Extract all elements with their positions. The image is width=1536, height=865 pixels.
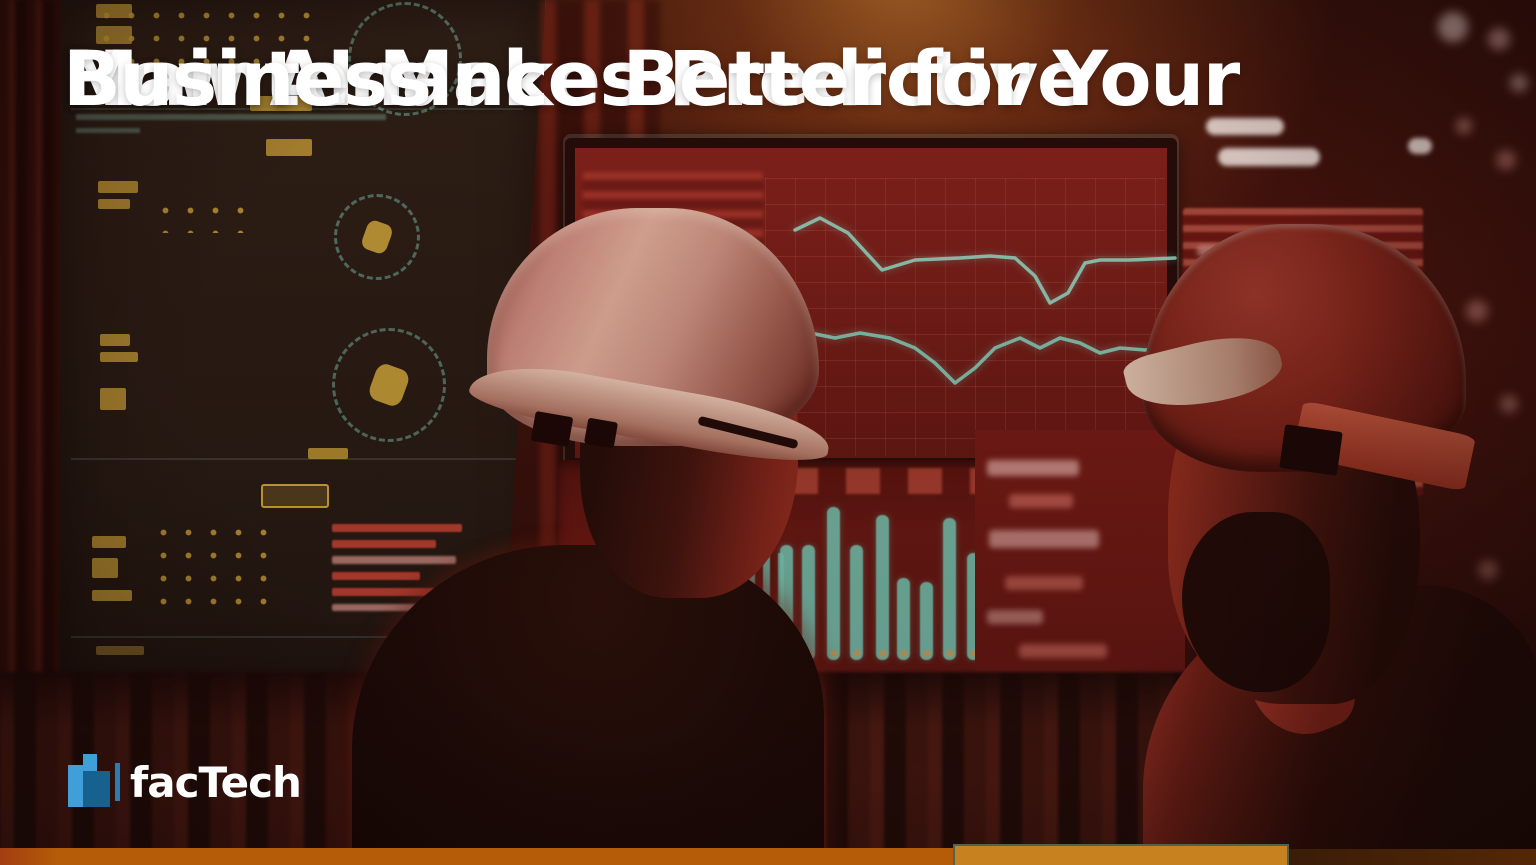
bar [876, 515, 889, 660]
panel-label-chip [100, 388, 126, 410]
bar [827, 507, 840, 660]
logo-block [68, 765, 83, 807]
bottom-bar-dark [1289, 849, 1536, 865]
gauge-core [359, 218, 395, 256]
logo-block [83, 771, 110, 807]
bokeh-light [1510, 74, 1528, 92]
bottom-box-orange [953, 844, 1289, 865]
indicator-dot-grid [153, 199, 253, 233]
hat-clip [583, 417, 619, 449]
logo-block [83, 754, 97, 771]
bar [897, 578, 910, 660]
bokeh-light [1500, 395, 1518, 413]
mid-dashboard [975, 430, 1185, 702]
panel-label-chip [308, 448, 348, 459]
panel-label-chip [92, 558, 118, 578]
light-reflection [1218, 148, 1320, 166]
dashboard-text-block [987, 460, 1079, 476]
factech-logo-text: facTech [130, 758, 302, 807]
alert-text-row [332, 556, 456, 564]
bokeh-light [1456, 118, 1472, 134]
panel-label-chip [98, 181, 138, 193]
bokeh-light [1478, 560, 1498, 580]
panel-label-chip [96, 4, 132, 18]
title-line-3: Business [63, 34, 432, 123]
hat-clip [1279, 424, 1343, 476]
bokeh-light [1438, 12, 1468, 42]
panel-label-chip [98, 199, 130, 209]
panel-divider [70, 458, 524, 460]
panel-alert-chip [261, 484, 329, 508]
bar [943, 518, 956, 660]
alert-text-row [332, 524, 462, 532]
alert-text-row [332, 540, 436, 548]
bar [850, 545, 863, 660]
bottom-bar-orange [0, 848, 953, 865]
gauge-core [366, 361, 412, 409]
panel-label-chip [100, 352, 138, 362]
dashboard-text-block [989, 530, 1099, 548]
logo-block [115, 763, 120, 801]
bokeh-light [1488, 28, 1510, 50]
bokeh-light [1496, 150, 1516, 170]
dashboard-text-block [1005, 576, 1083, 590]
dashboard-text-block [1009, 494, 1073, 508]
panel-label-chip [92, 590, 132, 601]
indicator-dot-grid [151, 521, 271, 609]
hat-clip [530, 410, 574, 448]
factech-logo: facTech [66, 752, 386, 810]
panel-label-chip [92, 536, 126, 548]
bokeh-light [1466, 300, 1488, 322]
panel-label-chip [100, 334, 130, 346]
factech-blocks-icon [66, 754, 122, 808]
panel-label-chip [266, 139, 312, 156]
dashboard-text-block [1019, 644, 1107, 658]
dial-gauge [332, 328, 446, 442]
alert-text-row [332, 572, 420, 580]
panel-label-chip [96, 646, 144, 655]
dashboard-text-block [987, 610, 1043, 624]
bar [920, 582, 933, 660]
dial-gauge [334, 194, 420, 280]
